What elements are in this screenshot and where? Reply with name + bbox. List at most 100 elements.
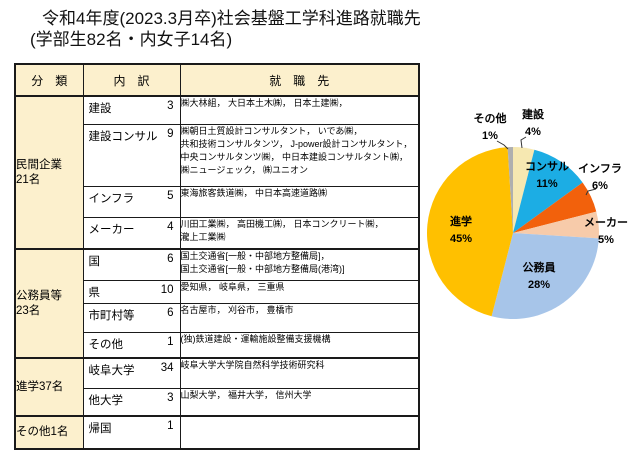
breakdown-label: 国 [88, 256, 101, 268]
table-row: インフラ 5 東海旅客鉄道㈱， 中日本高速道路㈱ [15, 185, 420, 218]
destination-cell: 愛知県， 岐阜県， 三重県 [179, 279, 420, 304]
slice-percent: 11% [536, 178, 558, 190]
slice-label: コンサル [525, 161, 569, 173]
category-name: 公務員等 [16, 289, 62, 302]
breakdown-label: その他 [88, 338, 124, 351]
destination-cell: ㈱朝日土質設計コンサルタント， いであ㈱， 共和技術コンサルタンツ， J-pow… [179, 123, 420, 187]
category-name: 進学37名 [16, 380, 64, 393]
table-row: 建設コンサル 9 ㈱朝日土質設計コンサルタント， いであ㈱， 共和技術コンサルタン… [15, 123, 420, 187]
slice-label: メーカー [584, 217, 628, 229]
breakdown-label: 他大学 [88, 394, 124, 407]
slice-label: インフラ [578, 163, 622, 175]
destination-cell: 山梨大学， 福井大学， 信州大学 [179, 387, 420, 417]
pie-label-koumuin: 公務員 28% [523, 260, 556, 294]
leader-line-sonota [496, 140, 509, 150]
slice-percent: 6% [592, 180, 608, 192]
destination-cell: 名古屋市， 刈谷市， 豊橋市 [179, 302, 420, 333]
slice-percent: 5% [598, 234, 614, 246]
breakdown-cell: 帰国 1 [82, 415, 181, 450]
page-title-line1: 令和4年度(2023.3月卒)社会基盤工学科進路就職先 [42, 9, 421, 28]
pie-label-infra: インフラ 6% [578, 161, 622, 195]
slice-label: 進学 [450, 216, 472, 228]
table-row: その他 1 (独)鉄道建設・運輸施設整備支援機構 [15, 331, 420, 359]
breakdown-count: 1 [167, 420, 174, 432]
pie-svg [426, 136, 600, 320]
pie-label-shingaku: 進学 45% [450, 214, 472, 248]
destination-cell: 岐阜大学大学院自然科学技術研究科 [179, 357, 420, 389]
breakdown-count: 9 [167, 127, 174, 140]
category-count: 21名 [16, 173, 41, 186]
table-row: 進学37名 岐阜大学 34 岐阜大学大学院自然科学技術研究科 [14, 357, 420, 417]
category-count: 23名 [16, 304, 41, 317]
breakdown-cell: 市町村等 6 [82, 302, 181, 333]
breakdown-cell: 建設コンサル 9 [82, 123, 181, 187]
breakdown-label: インフラ [88, 192, 135, 205]
pie-label-consul: コンサル 11% [525, 159, 569, 193]
slice-percent: 1% [482, 130, 498, 142]
page-title: 令和4年度(2023.3月卒)社会基盤工学科進路就職先 (学部生82名・内女子1… [30, 8, 421, 50]
table-row: 他大学 3 山梨大学， 福井大学， 信州大学 [15, 387, 420, 417]
pie-slice-3 [513, 211, 600, 239]
breakdown-cell: 他大学 3 [82, 387, 181, 417]
breakdown-count: 6 [167, 253, 174, 265]
destination-cell: 川田工業㈱， 高田機工㈱， 日本コンクリート㈱， 瀧上工業㈱ [179, 216, 420, 250]
breakdown-count: 3 [167, 100, 174, 112]
pie-slice-2 [513, 182, 597, 233]
destination-cell [179, 415, 420, 450]
breakdown-count: 34 [160, 362, 174, 374]
slice-percent: 4% [525, 126, 541, 138]
table-row: その他1名 帰国 1 [14, 415, 420, 450]
category-name: 民間企業 [16, 158, 62, 171]
breakdown-cell: メーカー 4 [82, 216, 181, 250]
breakdown-label: 建設コンサル [88, 130, 158, 143]
pie-slice-5 [426, 147, 513, 317]
header-breakdown: 内 訳 [82, 63, 181, 97]
breakdown-label: メーカー [88, 223, 135, 236]
header-destination: 就 職 先 [179, 63, 420, 97]
breakdown-label: 帰国 [88, 423, 112, 435]
placement-table-container: 分 類 内 訳 就 職 先 民間企業 21名 建設 3 ㈱大林組， 大日本土木㈱，… [14, 63, 420, 450]
placement-table: 分 類 内 訳 就 職 先 民間企業 21名 建設 3 ㈱大林組， 大日本土木㈱，… [14, 63, 420, 450]
header-category: 分 類 [14, 63, 84, 97]
category-cell-private: 民間企業 21名 [14, 95, 84, 250]
pie-slice-0 [513, 147, 535, 233]
breakdown-cell: 岐阜大学 34 [82, 357, 181, 389]
category-name: その他1名 [16, 426, 69, 438]
slice-label: その他 [473, 113, 507, 125]
breakdown-cell: インフラ 5 [82, 185, 181, 218]
table-row: メーカー 4 川田工業㈱， 高田機工㈱， 日本コンクリート㈱， 瀧上工業㈱ [15, 216, 420, 250]
breakdown-cell: 県 10 [82, 279, 181, 304]
breakdown-count: 6 [167, 306, 174, 319]
category-cell-graduate: 進学37名 [14, 357, 84, 417]
leader-line-infra [585, 188, 597, 196]
career-pie-chart: 建設 4% コンサル 11% インフラ 6% メーカー 5% 公務員 28% 進… [418, 95, 630, 355]
pie-leader-lines [496, 136, 597, 196]
page-title-line2: (学部生82名・内女子14名) [30, 30, 233, 49]
breakdown-label: 建設 [88, 103, 112, 115]
breakdown-label: 市町村等 [88, 309, 135, 322]
category-cell-public: 公務員等 23名 [14, 248, 84, 359]
table-row: 県 10 愛知県， 岐阜県， 三重県 [15, 279, 420, 304]
destination-cell: ㈱大林組， 大日本土木㈱， 日本土建㈱， [179, 95, 420, 125]
category-cell-other: その他1名 [14, 415, 84, 450]
slice-percent: 28% [527, 279, 551, 291]
table-header-row: 分 類 内 訳 就 職 先 [14, 63, 420, 97]
leader-line-kensetsu [520, 136, 527, 149]
pie-slice-1 [513, 149, 583, 233]
table-row: 民間企業 21名 建設 3 ㈱大林組， 大日本土木㈱， 日本土建㈱， [14, 95, 420, 250]
slice-percent: 45% [449, 233, 473, 245]
slice-label: 公務員 [522, 262, 556, 274]
destination-cell: 国土交通省[一般・中部地方整備局]， 国土交通省[一般・中部地方整備局(港湾)] [179, 248, 420, 281]
breakdown-label: 県 [88, 286, 101, 299]
breakdown-count: 3 [167, 391, 174, 404]
pie-label-kensetsu: 建設 4% [522, 107, 544, 141]
pie-slice-6 [507, 147, 513, 233]
table-row: 市町村等 6 名古屋市， 刈谷市， 豊橋市 [15, 302, 420, 333]
pie-label-maker: メーカー 5% [584, 215, 628, 249]
breakdown-label: 岐阜大学 [88, 365, 135, 377]
breakdown-cell: 建設 3 [82, 95, 181, 125]
breakdown-count: 5 [167, 189, 174, 202]
slice-label: 建設 [522, 109, 544, 121]
